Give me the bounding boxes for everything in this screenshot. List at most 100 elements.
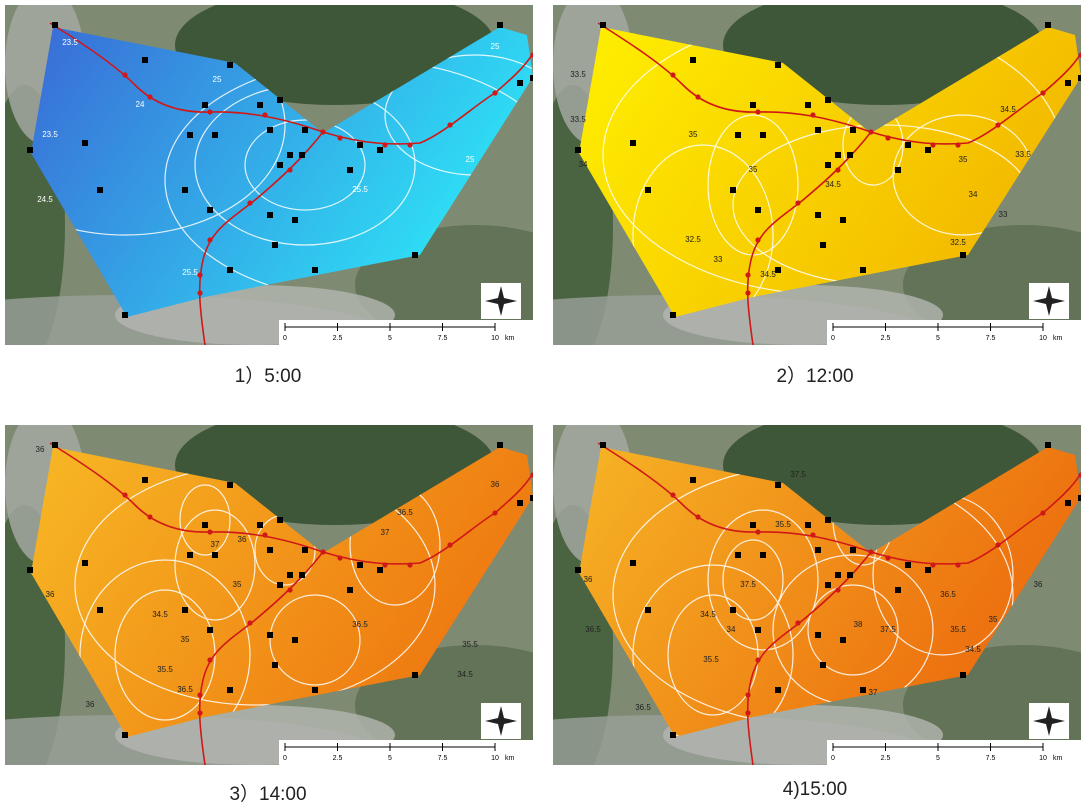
rail-station <box>755 237 760 242</box>
weather-station <box>600 22 606 28</box>
weather-station <box>670 732 676 738</box>
rail-station <box>670 72 675 77</box>
weather-station <box>815 212 821 218</box>
weather-station <box>52 22 58 28</box>
weather-station <box>312 267 318 273</box>
weather-station <box>775 267 781 273</box>
contour-label: 33.5 <box>1015 150 1031 159</box>
weather-station <box>600 442 606 448</box>
rail-station <box>197 272 202 277</box>
rail-station <box>492 90 497 95</box>
contour-label: 36 <box>238 535 247 544</box>
weather-station <box>735 132 741 138</box>
contour-label: 37.5 <box>880 625 896 634</box>
contour-label: 33 <box>714 255 723 264</box>
weather-station <box>960 672 966 678</box>
weather-station <box>645 607 651 613</box>
rail-station <box>810 112 815 117</box>
rail-station <box>810 532 815 537</box>
weather-station <box>272 662 278 668</box>
rail-station <box>885 135 890 140</box>
contour-label: 34.5 <box>965 645 981 654</box>
contour-label: 25 <box>213 75 222 84</box>
contour-label: 36.5 <box>635 703 651 712</box>
rail-station <box>147 514 152 519</box>
rail-station <box>407 142 412 147</box>
weather-station <box>287 572 293 578</box>
weather-station <box>202 102 208 108</box>
rail-station <box>247 200 252 205</box>
scale-label: 0 <box>831 335 835 342</box>
scale-unit: km <box>505 755 515 762</box>
weather-station <box>835 572 841 578</box>
rail-station <box>955 562 960 567</box>
contour-label: 23.5 <box>42 130 58 139</box>
contour-label: 34.5 <box>457 670 473 679</box>
weather-station <box>755 207 761 213</box>
page: 23.52423.524.5252525.525.52502.557.510km… <box>0 0 1083 802</box>
map-panel: 3636.534.53435.536.53737.53837.536.535.5… <box>553 425 1081 765</box>
scale-label: 2.5 <box>333 335 343 342</box>
weather-station <box>847 572 853 578</box>
scale-label: 5 <box>936 755 940 762</box>
weather-station <box>277 162 283 168</box>
contour-label: 32.5 <box>950 238 966 247</box>
rail-station <box>407 562 412 567</box>
map-panel: 363634.53535.536.536373636.535.534.53637… <box>5 425 533 765</box>
scale-label: 10 <box>491 755 499 762</box>
weather-station <box>497 442 503 448</box>
rail-station <box>382 562 387 567</box>
weather-station <box>1045 22 1051 28</box>
weather-station <box>122 312 128 318</box>
scale-label: 7.5 <box>438 335 448 342</box>
contour-label: 34.5 <box>1000 105 1016 114</box>
weather-station <box>277 517 283 523</box>
weather-station <box>820 662 826 668</box>
weather-station <box>825 162 831 168</box>
rail-station <box>745 710 750 715</box>
rail-station <box>247 620 252 625</box>
rail-station <box>755 657 760 662</box>
weather-station <box>122 732 128 738</box>
contour-label: 36 <box>46 590 55 599</box>
weather-station <box>182 607 188 613</box>
contour-label: 38 <box>854 620 863 629</box>
scale-label: 7.5 <box>986 755 996 762</box>
contour-label: 33.5 <box>570 115 586 124</box>
contour-label: 34.5 <box>825 180 841 189</box>
weather-station <box>750 102 756 108</box>
weather-station <box>357 562 363 568</box>
scale-label: 5 <box>388 335 392 342</box>
rail-station <box>745 290 750 295</box>
weather-station <box>840 217 846 223</box>
rail-station <box>755 529 760 534</box>
contour-label: 35.5 <box>703 655 719 664</box>
rail-station <box>287 587 292 592</box>
rail-station <box>207 657 212 662</box>
rail-station <box>1040 90 1045 95</box>
rail-station <box>320 129 325 134</box>
weather-station <box>52 442 58 448</box>
weather-station <box>1065 500 1071 506</box>
rail-station <box>492 510 497 515</box>
weather-station <box>27 147 33 153</box>
rail-station <box>670 492 675 497</box>
scale-label: 2.5 <box>881 755 891 762</box>
rail-station <box>995 542 1000 547</box>
contour-label: 36.5 <box>397 508 413 517</box>
contour-label: 37.5 <box>740 580 756 589</box>
contour-label: 35.5 <box>775 520 791 529</box>
rail-station <box>337 555 342 560</box>
rail-station <box>1040 510 1045 515</box>
weather-station <box>287 152 293 158</box>
contour-label: 25 <box>491 42 500 51</box>
weather-station <box>267 127 273 133</box>
contour-label: 36 <box>1034 580 1043 589</box>
weather-station <box>530 495 533 501</box>
contour-label: 34 <box>579 160 588 169</box>
scale-label: 2.5 <box>333 755 343 762</box>
weather-station <box>755 627 761 633</box>
contour-label: 34.5 <box>760 270 776 279</box>
weather-station <box>207 627 213 633</box>
weather-station <box>805 522 811 528</box>
